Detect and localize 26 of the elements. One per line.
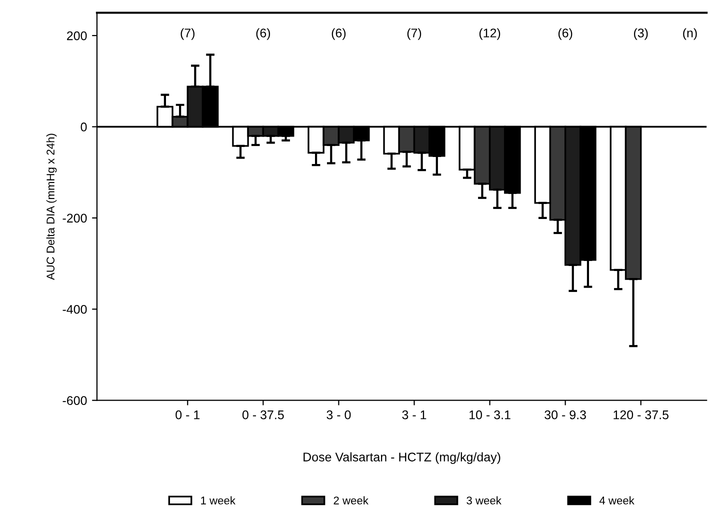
y-tick-label: -600 xyxy=(62,396,87,405)
x-tick-label: 10 - 3.1 xyxy=(470,410,510,420)
annotation: (7) xyxy=(180,28,194,40)
x-tick-label: 0 - 1 xyxy=(176,410,200,420)
y-axis-title: AUC Delta DIA (mmHg x 24h) xyxy=(46,134,57,280)
annotation: (12) xyxy=(479,28,500,40)
x-tick-label: 0 - 37.5 xyxy=(242,410,284,420)
x-tick-label: 120 - 37.5 xyxy=(614,410,668,420)
legend-label: 1 week xyxy=(201,496,236,504)
y-tick-label: 0 xyxy=(80,122,87,132)
annotation: (6) xyxy=(256,28,270,40)
annotation: (3) xyxy=(634,28,648,40)
annotation: (6) xyxy=(558,28,572,40)
legend-label: 3 week xyxy=(466,496,502,504)
y-tick-label: -200 xyxy=(62,214,87,223)
annotation: (7) xyxy=(407,28,422,40)
legend-label: 4 week xyxy=(599,496,634,504)
y-tick-label: 200 xyxy=(67,31,87,40)
annotation: (6) xyxy=(332,28,346,40)
x-tick-label: 3 - 0 xyxy=(326,410,351,420)
y-tick-label: -400 xyxy=(62,304,87,314)
x-tick-label: 30 - 9.3 xyxy=(544,410,586,420)
annotation: (n) xyxy=(683,28,697,40)
x-axis-title: Dose Valsartan - HCTZ (mg/kg/day) xyxy=(304,452,500,464)
legend-label: 2 week xyxy=(334,496,368,504)
x-tick-label: 3 - 1 xyxy=(402,410,426,420)
